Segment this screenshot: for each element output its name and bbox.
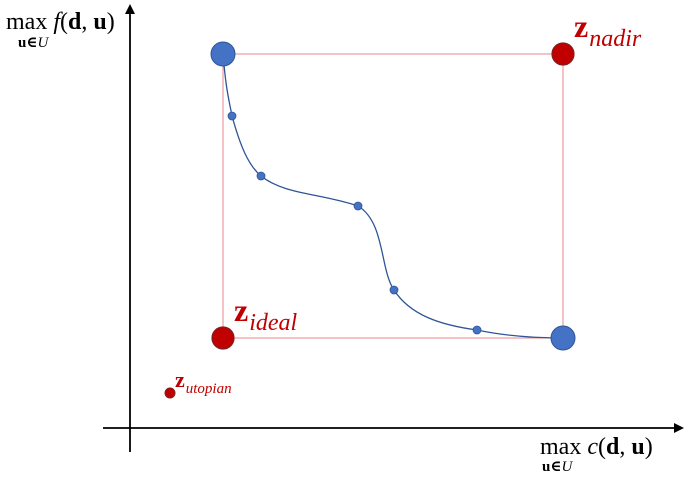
y-label-sub-set: U xyxy=(37,35,49,51)
y-axis-label: max f(d, u) u∈U xyxy=(6,10,115,51)
y-label-arg2: u xyxy=(93,9,107,35)
x-label-func: c xyxy=(587,434,598,460)
nadir-label: znadir xyxy=(574,8,641,51)
ideal-label: zideal xyxy=(234,292,297,335)
utopian-symbol: z xyxy=(175,367,185,392)
ideal-point xyxy=(211,326,235,350)
x-label-prefix: max xyxy=(540,434,588,460)
extreme-point-top-left xyxy=(210,41,236,67)
utopian-subscript: utopian xyxy=(185,381,232,397)
x-label-comma: , xyxy=(619,434,632,460)
y-label-close: ) xyxy=(106,9,115,35)
extreme-point-bottom-right xyxy=(550,325,576,351)
pareto-point xyxy=(353,201,363,211)
objective-bounding-box xyxy=(222,53,564,339)
x-label-close: ) xyxy=(644,434,653,460)
pareto-point xyxy=(227,111,237,121)
nadir-point xyxy=(551,42,575,66)
x-label-sub-in: ∈ xyxy=(550,459,562,475)
y-label-comma: , xyxy=(81,9,94,35)
ideal-subscript: ideal xyxy=(249,310,298,336)
nadir-symbol: z xyxy=(574,8,589,44)
y-label-sub-var: u xyxy=(18,35,27,51)
x-label-sub-set: U xyxy=(561,459,573,475)
x-label-arg1: d xyxy=(605,434,620,460)
y-label-prefix: max xyxy=(6,9,54,35)
pareto-point xyxy=(472,325,482,335)
pareto-point xyxy=(389,285,399,295)
x-label-sub-var: u xyxy=(542,459,551,475)
y-label-func: f xyxy=(53,9,60,35)
x-label-open: ( xyxy=(597,434,606,460)
y-label-arg1: d xyxy=(68,9,82,35)
utopian-label: zutopian xyxy=(175,367,232,397)
utopian-point xyxy=(164,387,176,399)
x-axis-label: max c(d, u) u∈U xyxy=(540,435,653,475)
y-label-sub-in: ∈ xyxy=(26,35,38,51)
y-label-open: ( xyxy=(60,9,68,35)
pareto-point xyxy=(256,171,266,181)
x-label-arg2: u xyxy=(631,434,645,460)
ideal-symbol: z xyxy=(234,292,249,328)
nadir-subscript: nadir xyxy=(589,26,642,52)
